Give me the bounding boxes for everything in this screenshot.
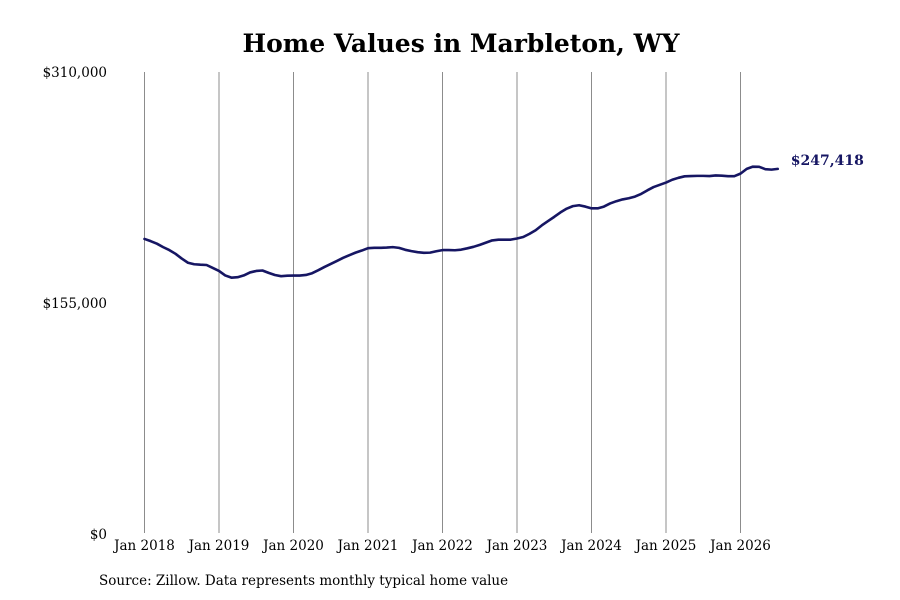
grid-lines <box>144 72 741 533</box>
x-tick-label: Jan 2021 <box>336 538 399 554</box>
x-tick-label: Jan 2025 <box>634 538 697 554</box>
x-axis: Jan 2018 Jan 2019 Jan 2020 Jan 2021 Jan 2022… <box>112 538 771 554</box>
x-tick-label: Jan 2018 <box>112 538 175 554</box>
x-tick-label: Jan 2026 <box>708 538 771 554</box>
y-tick-label: $310,000 <box>43 65 107 81</box>
series-line <box>143 165 780 279</box>
x-tick-label: Jan 2024 <box>559 538 622 554</box>
x-tick-label: Jan 2019 <box>187 538 250 554</box>
end-value-label: $247,418 <box>791 153 864 169</box>
plot-area <box>143 165 780 279</box>
y-axis: $0 $155,000 $310,000 <box>43 65 107 543</box>
x-tick-label: Jan 2023 <box>485 538 548 554</box>
chart-title: Home Values in Marbleton, WY <box>242 29 680 58</box>
x-tick-label: Jan 2022 <box>410 538 473 554</box>
y-tick-label: $155,000 <box>43 296 107 312</box>
source-note: Source: Zillow. Data represents monthly … <box>99 573 509 589</box>
x-tick-label: Jan 2020 <box>261 538 324 554</box>
y-tick-label: $0 <box>90 527 107 543</box>
